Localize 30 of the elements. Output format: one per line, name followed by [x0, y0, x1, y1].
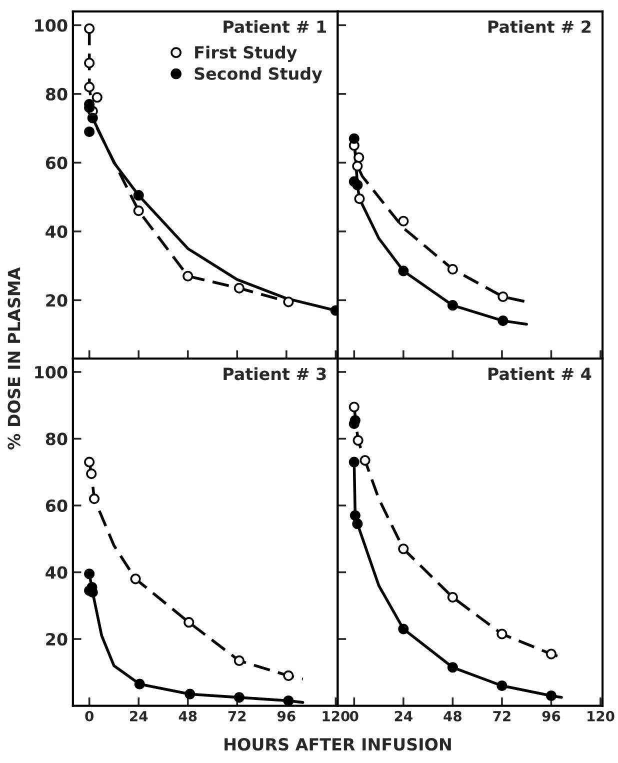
legend-label: Second Study — [194, 67, 322, 84]
x-tick-label: 0 — [85, 710, 94, 722]
y-tick-label: 60 — [46, 156, 68, 170]
y-tick-label: 40 — [46, 225, 68, 238]
chart-title: Patient # 1 — [224, 20, 326, 34]
x-tick-label: 120 — [322, 710, 350, 722]
x-tick-label: 24 — [394, 710, 412, 722]
x-tick-label: 72 — [493, 710, 510, 722]
y-tick-label: 80 — [46, 432, 68, 446]
x-tick-label: 48 — [444, 710, 462, 722]
chart-title: Patient # 4 — [488, 367, 592, 380]
x-tick-label: 96 — [277, 710, 296, 722]
y-axis-title: % DOSE IN PLASMA — [8, 267, 20, 450]
y-tick-label: 20 — [46, 632, 68, 646]
x-tick-label: 96 — [542, 710, 560, 722]
x-tick-label: 0 — [350, 710, 358, 722]
legend-label: First Study — [195, 46, 297, 62]
y-tick-label: 20 — [46, 294, 68, 307]
y-tick-label: 40 — [46, 566, 68, 579]
y-tick-label: 100 — [35, 366, 68, 379]
y-tick-label: 60 — [46, 499, 68, 512]
y-tick-label: 80 — [46, 88, 68, 101]
x-tick-label: 24 — [130, 710, 148, 722]
chart-title: Patient # 3 — [224, 367, 326, 380]
chart-title: Patient # 2 — [488, 20, 591, 34]
x-axis-title: HOURS AFTER INFUSION — [224, 738, 451, 751]
x-tick-label: 120 — [588, 710, 614, 722]
y-tick-label: 100 — [35, 19, 68, 32]
x-tick-label: 72 — [228, 710, 246, 722]
x-tick-label: 48 — [178, 710, 197, 722]
